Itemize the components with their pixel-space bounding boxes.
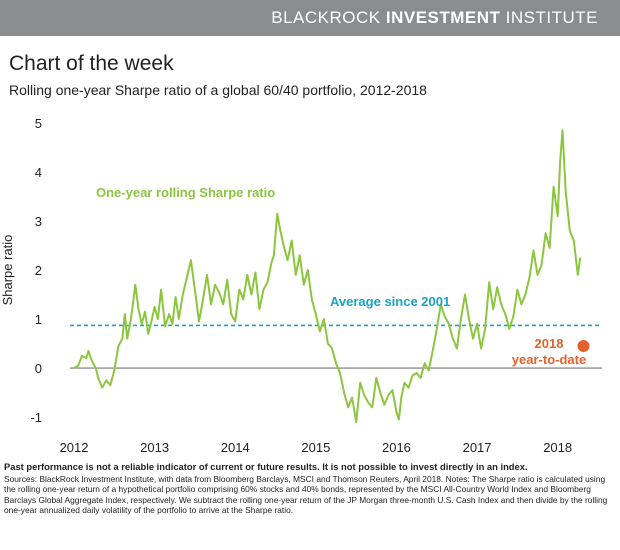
y-axis-label: Sharpe ratio xyxy=(0,235,15,306)
chart-footer: Past performance is not a reliable indic… xyxy=(4,461,616,516)
x-tick-label: 2014 xyxy=(221,440,250,455)
x-tick-label: 2015 xyxy=(301,440,330,455)
x-tick-label: 2018 xyxy=(543,440,572,455)
y-tick-label: 2 xyxy=(35,263,42,278)
brand-name-blackrock: BLACKROCK xyxy=(271,8,381,27)
x-tick-label: 2013 xyxy=(140,440,169,455)
disclaimer-text: Past performance is not a reliable indic… xyxy=(4,461,528,472)
page-title: Chart of the week xyxy=(9,52,174,75)
series-line-sharpe-ratio xyxy=(73,129,582,423)
ytd-label-year: 2018 xyxy=(535,336,564,351)
y-tick-label: 3 xyxy=(35,214,42,229)
sharpe-ratio-chart: -1 0 1 2 3 4 5 2012 2013 2014 2015 2016 2017 2018 Sh… xyxy=(0,116,602,455)
x-tick-label: 2017 xyxy=(463,440,492,455)
series-label: One-year rolling Sharpe ratio xyxy=(96,185,275,200)
y-tick-label: 5 xyxy=(35,116,42,131)
brand-bar: BLACKROCK INVESTMENT INSTITUTE xyxy=(0,0,620,36)
x-tick-labels: 2012 2013 2014 2015 2016 2017 2018 xyxy=(60,440,573,455)
sources-notes-text: Sources: BlackRock Investment Institute,… xyxy=(4,474,608,516)
chart-subtitle: Rolling one-year Sharpe ratio of a globa… xyxy=(9,82,427,98)
brand-logo-text: BLACKROCK INVESTMENT INSTITUTE xyxy=(271,8,598,28)
x-tick-label: 2016 xyxy=(382,440,411,455)
brand-name-institute: INSTITUTE xyxy=(505,8,598,27)
brand-name-investment: INVESTMENT xyxy=(385,8,501,27)
y-tick-label: 0 xyxy=(35,361,42,376)
average-label: Average since 2001 xyxy=(330,294,450,309)
ytd-label-text: year-to-date xyxy=(512,352,586,367)
y-tick-label: 4 xyxy=(35,165,42,180)
y-tick-label: -1 xyxy=(30,410,42,425)
ytd-data-point xyxy=(577,340,590,352)
x-tick-label: 2012 xyxy=(60,440,89,455)
y-tick-labels: -1 0 1 2 3 4 5 xyxy=(30,116,42,425)
y-tick-label: 1 xyxy=(35,312,42,327)
